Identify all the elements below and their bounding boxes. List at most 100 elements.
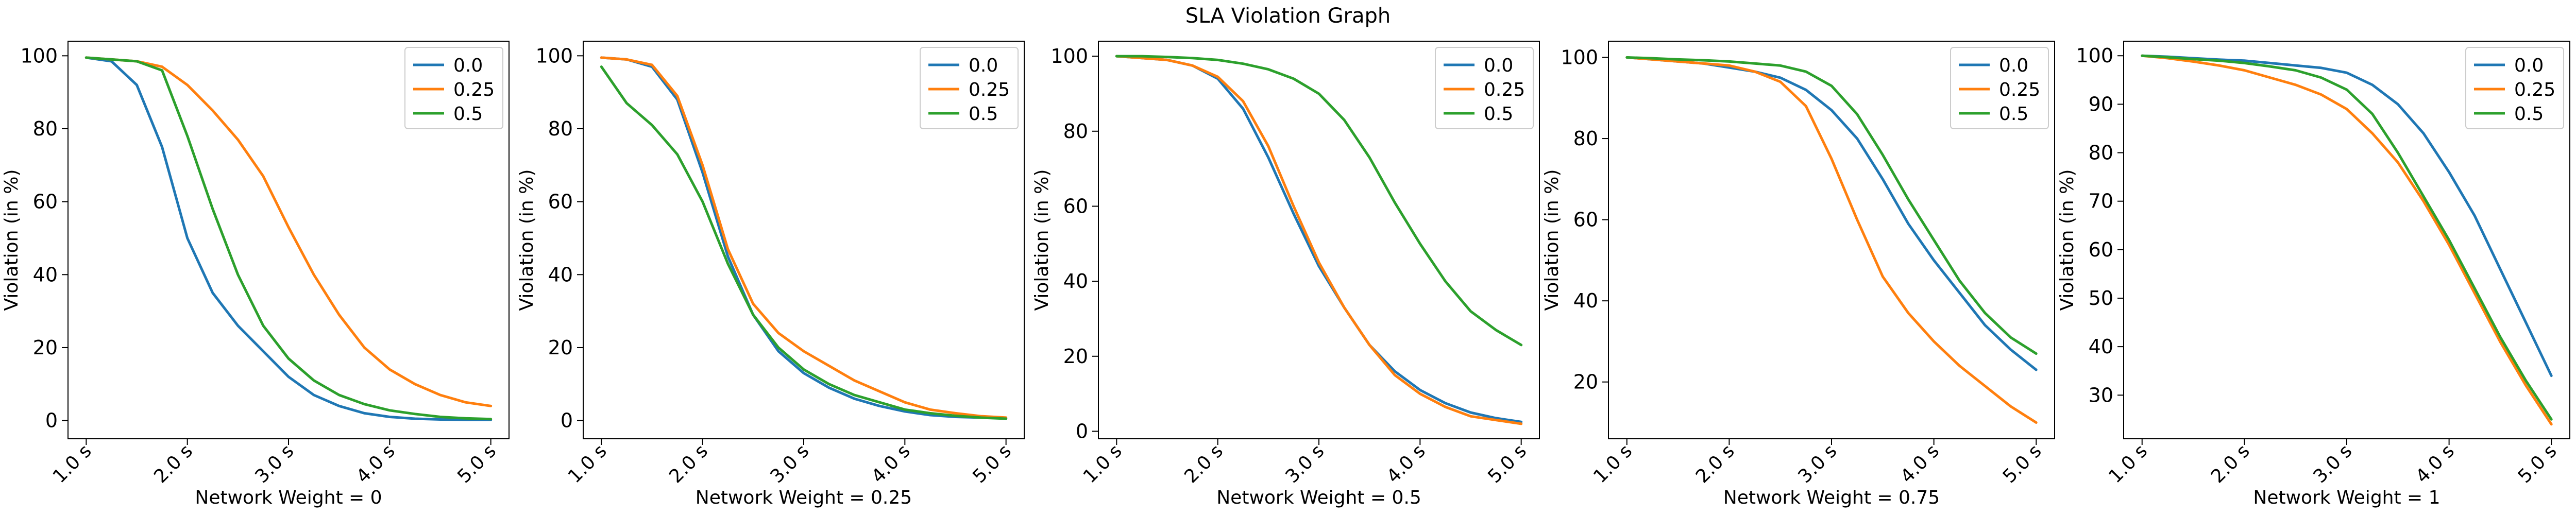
y-tick-label: 100 [1050, 45, 1088, 67]
y-tick-label: 40 [1573, 289, 1598, 312]
series-line-0_5 [600, 65, 1008, 420]
x-axis-label: Network Weight = 1 [2253, 487, 2440, 508]
legend-label: 0.5 [1999, 104, 2028, 125]
series-line-0_25 [1625, 56, 2038, 424]
y-axis-label: Violation (in %) [1, 169, 22, 311]
y-tick-label: 80 [548, 117, 573, 140]
legend-box [2465, 47, 2564, 129]
x-axis-label: Network Weight = 0.75 [1723, 487, 1940, 508]
y-tick-label: 40 [548, 263, 573, 286]
x-tick-label: 2.0 s [150, 440, 197, 487]
series-line-0_25 [600, 56, 1008, 419]
y-tick-label: 20 [548, 336, 573, 359]
x-tick-label: 2.0 s [1692, 440, 1739, 487]
y-axis-label: Violation (in %) [1541, 169, 1563, 311]
legend-label: 0.25 [1484, 79, 1525, 100]
legend-label: 0.0 [453, 55, 483, 76]
x-tick-label: 4.0 s [2412, 440, 2459, 487]
x-tick-label: 1.0 s [1589, 440, 1636, 487]
x-tick-label: 1.0 s [2105, 440, 2151, 487]
y-axis-label: Violation (in %) [2057, 169, 2078, 311]
y-tick-label: 40 [2089, 335, 2113, 358]
x-tick-label: 2.0 s [1180, 440, 1227, 487]
legend-box [1950, 47, 2049, 129]
y-tick-label: 60 [1573, 209, 1598, 231]
x-tick-label: 5.0 s [1484, 440, 1531, 487]
legend-label: 0.5 [2514, 104, 2544, 125]
y-tick-label: 50 [2089, 287, 2113, 310]
x-tick-label: 5.0 s [453, 440, 500, 487]
y-tick-label: 80 [1573, 127, 1598, 150]
x-tick-label: 1.0 s [49, 440, 96, 487]
legend-label: 0.0 [1484, 55, 1513, 76]
y-tick-label: 30 [2089, 384, 2113, 406]
series-line-0_5 [1625, 56, 2038, 355]
legend-box [404, 47, 503, 129]
y-tick-label: 100 [20, 44, 58, 67]
legend-box [1435, 47, 1534, 129]
figure-title: SLA Violation Graph [1185, 4, 1391, 28]
x-tick-label: 3.0 s [1282, 440, 1329, 487]
x-tick-label: 3.0 s [767, 440, 814, 487]
legend-label: 0.5 [969, 104, 998, 125]
x-axis-label: Network Weight = 0 [195, 487, 382, 508]
series-line-0_5 [1115, 55, 1523, 347]
legend-label: 0.25 [453, 79, 495, 100]
legend-label: 0.0 [969, 55, 998, 76]
y-tick-label: 20 [33, 336, 58, 359]
series-line-0_5 [84, 56, 493, 421]
y-tick-label: 60 [1063, 195, 1088, 217]
legend-label: 0.25 [1999, 79, 2040, 100]
y-tick-label: 0 [45, 409, 58, 432]
legend-label: 0.0 [1999, 55, 2028, 76]
legend-label: 0.0 [2514, 55, 2544, 76]
x-tick-label: 3.0 s [2310, 440, 2357, 487]
x-tick-label: 2.0 s [665, 440, 712, 487]
series-line-0_0 [84, 56, 493, 421]
y-tick-label: 80 [2089, 142, 2113, 164]
y-tick-label: 80 [1063, 120, 1088, 143]
x-tick-label: 5.0 s [1999, 440, 2046, 487]
legend-label: 0.25 [969, 79, 1010, 100]
x-tick-label: 5.0 s [2514, 440, 2561, 487]
y-tick-label: 60 [548, 191, 573, 213]
x-tick-label: 3.0 s [251, 440, 298, 487]
y-tick-label: 70 [2089, 190, 2113, 213]
series-line-0_0 [600, 56, 1008, 420]
x-axis-label: Network Weight = 0.25 [696, 487, 912, 508]
x-axis-label: Network Weight = 0.5 [1216, 487, 1421, 508]
y-tick-label: 60 [2089, 238, 2113, 261]
y-tick-label: 40 [33, 263, 58, 286]
legend-box [920, 47, 1019, 129]
y-tick-label: 90 [2089, 93, 2113, 115]
y-tick-label: 40 [1063, 270, 1088, 293]
x-tick-label: 4.0 s [352, 440, 399, 487]
x-tick-label: 4.0 s [1383, 440, 1430, 487]
series-line-0_25 [1115, 55, 1523, 425]
x-tick-label: 1.0 s [1079, 440, 1126, 487]
y-tick-label: 100 [1561, 46, 1598, 69]
y-tick-label: 20 [1063, 345, 1088, 368]
x-tick-label: 4.0 s [1896, 440, 1943, 487]
x-tick-label: 1.0 s [564, 440, 611, 487]
y-axis-label: Violation (in %) [516, 169, 537, 311]
y-tick-label: 0 [561, 409, 573, 432]
y-tick-label: 100 [535, 44, 573, 67]
legend-label: 0.5 [453, 104, 483, 125]
series-line-0_5 [2141, 54, 2553, 421]
y-axis-label: Violation (in %) [1031, 169, 1053, 311]
y-tick-label: 20 [1573, 371, 1598, 393]
y-tick-label: 60 [33, 191, 58, 213]
legend-label: 0.25 [2514, 79, 2555, 100]
y-tick-label: 100 [2076, 44, 2113, 67]
x-tick-label: 3.0 s [1794, 440, 1841, 487]
y-tick-label: 80 [33, 117, 58, 140]
legend-label: 0.5 [1484, 104, 1513, 125]
x-tick-label: 2.0 s [2207, 440, 2254, 487]
y-tick-label: 0 [1076, 420, 1088, 442]
series-line-0_25 [2141, 54, 2553, 426]
x-tick-label: 4.0 s [868, 440, 914, 487]
x-tick-label: 5.0 s [969, 440, 1015, 487]
